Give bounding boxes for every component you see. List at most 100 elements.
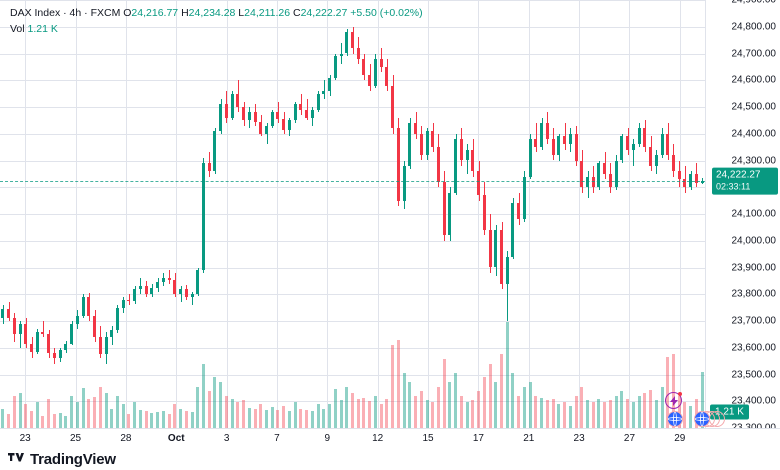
time-scale[interactable]: 23 25 28 Oct 3 7 9 12 15 17 21 23 27 29 <box>0 428 780 448</box>
gridline-horizontal <box>0 214 705 215</box>
legend-interval[interactable]: 4h <box>69 7 82 19</box>
legend-volume-label: Vol <box>10 23 25 35</box>
volume-bar <box>299 408 303 428</box>
volume-bar <box>219 381 223 428</box>
time-tick-label: 21 <box>523 433 535 444</box>
time-tick-label: 27 <box>623 433 636 444</box>
candle-body <box>654 155 658 166</box>
volume-bar <box>614 395 618 428</box>
candle-body <box>282 119 286 130</box>
candle-body <box>454 139 458 193</box>
volume-bar <box>75 402 79 428</box>
candle-body <box>333 56 337 78</box>
volume-bar <box>540 397 544 428</box>
volume-bar <box>41 416 45 428</box>
current-price-badge[interactable]: 24,222.27 02:33:11 <box>712 167 778 195</box>
volume-bar <box>184 410 188 428</box>
volume-bar <box>133 402 137 428</box>
volume-bar <box>64 416 68 428</box>
volume-bar <box>436 386 440 428</box>
volume-bar <box>98 386 102 428</box>
time-tick-label: 28 <box>120 433 132 444</box>
volume-bar <box>58 412 62 428</box>
candle-body <box>184 288 188 297</box>
gridline-horizontal <box>0 133 705 135</box>
candle-body <box>179 288 183 295</box>
volume-bar <box>563 402 567 428</box>
candle-body <box>110 330 114 338</box>
price-tick-label: 24,100.00 <box>731 208 777 220</box>
alert-bolt-icon[interactable] <box>665 392 682 409</box>
volume-bar <box>305 409 309 428</box>
volume-bar <box>448 381 452 428</box>
globe-indicator-icon[interactable] <box>667 411 683 427</box>
chart-plot-area[interactable] <box>0 0 705 428</box>
gridline-horizontal <box>0 53 705 55</box>
candle-body <box>500 230 504 284</box>
candle-body <box>574 133 578 161</box>
volume-bar <box>643 392 647 428</box>
candle-body <box>419 133 423 156</box>
volume-bar <box>511 372 515 428</box>
legend-sep-1: · <box>60 7 70 19</box>
time-tick-label: 15 <box>422 433 434 444</box>
alert-bolt-widget[interactable] <box>665 392 687 414</box>
candle-body <box>30 343 34 352</box>
candle-body <box>551 139 555 156</box>
candle-wick <box>140 278 141 295</box>
gridline-vertical <box>529 0 530 428</box>
legend-symbol[interactable]: DAX Index <box>10 7 61 19</box>
gridline-vertical <box>428 0 429 428</box>
volume-bar <box>282 405 286 428</box>
candle-body <box>436 147 440 182</box>
legend-open-value: 24,216.77 <box>131 7 179 19</box>
legend-exchange[interactable]: FXCM <box>90 7 121 19</box>
legend-volume-value: 1.21 K <box>27 23 58 35</box>
gridline-horizontal <box>0 0 705 1</box>
volume-bar <box>391 345 395 428</box>
volume-bar <box>522 386 526 428</box>
volume-bar <box>362 397 366 428</box>
candle-body <box>207 163 211 172</box>
candle-body <box>230 93 234 118</box>
volume-bar <box>454 372 458 428</box>
candle-body <box>568 133 572 145</box>
volume-bar <box>654 400 658 428</box>
gridline-horizontal <box>0 240 705 242</box>
volume-bar <box>660 386 664 428</box>
globe-stack-icon[interactable] <box>694 411 710 427</box>
globe-indicator-widget[interactable] <box>666 410 686 430</box>
candle-body <box>64 343 68 350</box>
globe-stack-indicator-widget[interactable] <box>694 410 728 430</box>
volume-bar <box>18 392 22 428</box>
gridline-horizontal <box>0 401 705 403</box>
price-scale[interactable]: 24,900.00 24,800.00 24,700.00 24,600.00 24,5… <box>705 0 780 434</box>
candle-body <box>75 315 79 324</box>
candle-body <box>190 294 194 297</box>
volume-bar <box>328 404 332 428</box>
volume-bar <box>144 410 148 428</box>
volume-bar <box>700 372 704 428</box>
current-price-value: 24,222.27 <box>716 169 761 181</box>
volume-bar <box>213 377 217 428</box>
volume-bar <box>402 372 406 428</box>
volume-bar <box>591 402 595 428</box>
tradingview-logo-icon[interactable] <box>8 452 25 466</box>
volume-bar <box>270 407 274 428</box>
candle-body <box>563 136 567 145</box>
candle-body <box>649 147 653 166</box>
volume-bar <box>557 404 561 428</box>
volume-bar <box>414 395 418 428</box>
candle-body <box>368 74 372 86</box>
candle-body <box>213 131 217 172</box>
legend-close-value: 24,222.27 <box>300 7 348 19</box>
price-tick-label: 24,300.00 <box>731 155 777 166</box>
gridline-horizontal <box>0 294 705 296</box>
volume-bar <box>396 340 400 428</box>
legend-change-percent: (+0.02%) <box>379 7 423 19</box>
volume-bar <box>224 395 228 428</box>
gridline-horizontal <box>0 80 705 82</box>
candle-body <box>242 107 246 121</box>
candle-body <box>425 131 429 156</box>
